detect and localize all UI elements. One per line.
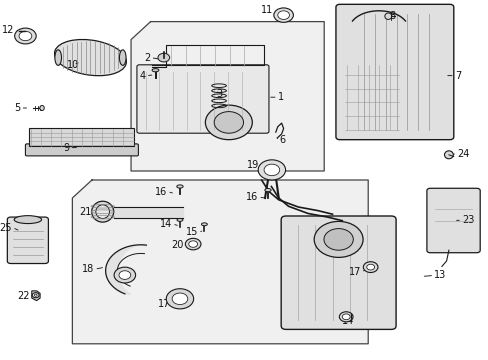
Ellipse shape: [176, 185, 183, 188]
Circle shape: [172, 293, 187, 305]
Text: 3: 3: [216, 89, 222, 99]
Text: 19: 19: [246, 160, 259, 170]
Polygon shape: [72, 180, 367, 344]
Ellipse shape: [264, 188, 270, 192]
Ellipse shape: [92, 201, 113, 222]
Text: 6: 6: [279, 135, 285, 145]
Text: 5: 5: [14, 103, 20, 113]
Circle shape: [277, 11, 289, 19]
Ellipse shape: [96, 205, 109, 219]
Text: 12: 12: [2, 24, 15, 35]
Text: 24: 24: [456, 149, 468, 159]
Text: 8: 8: [388, 11, 394, 21]
FancyBboxPatch shape: [426, 188, 479, 253]
FancyBboxPatch shape: [335, 4, 453, 140]
Ellipse shape: [54, 40, 126, 76]
Circle shape: [366, 264, 374, 270]
Circle shape: [205, 105, 252, 140]
Text: 15: 15: [185, 227, 198, 237]
Circle shape: [188, 241, 197, 247]
Circle shape: [339, 312, 352, 322]
Circle shape: [158, 53, 169, 62]
Polygon shape: [131, 22, 324, 171]
Text: 17: 17: [158, 299, 170, 309]
Ellipse shape: [152, 68, 159, 72]
Bar: [29, 128, 134, 147]
Circle shape: [34, 294, 37, 296]
Text: 23: 23: [461, 215, 473, 225]
Text: 9: 9: [63, 143, 69, 153]
Text: 20: 20: [171, 240, 183, 250]
Text: 10: 10: [67, 60, 80, 70]
FancyBboxPatch shape: [25, 144, 138, 156]
Circle shape: [114, 267, 135, 283]
Ellipse shape: [177, 219, 183, 221]
Circle shape: [119, 271, 130, 279]
Text: 13: 13: [433, 270, 446, 280]
Circle shape: [363, 262, 377, 273]
Circle shape: [166, 289, 193, 309]
Circle shape: [15, 28, 36, 44]
Text: 16: 16: [245, 192, 258, 202]
Circle shape: [273, 8, 293, 22]
Polygon shape: [32, 291, 40, 301]
Text: 11: 11: [260, 5, 272, 15]
Circle shape: [19, 31, 32, 41]
Text: 22: 22: [17, 291, 29, 301]
Text: 14: 14: [160, 219, 172, 229]
FancyBboxPatch shape: [137, 65, 268, 133]
Text: 4: 4: [139, 71, 145, 81]
Ellipse shape: [40, 105, 44, 111]
Ellipse shape: [55, 50, 61, 66]
FancyBboxPatch shape: [7, 217, 48, 264]
Text: 18: 18: [82, 264, 94, 274]
Ellipse shape: [14, 216, 41, 224]
Circle shape: [258, 160, 285, 180]
Circle shape: [185, 238, 201, 250]
Circle shape: [342, 314, 349, 320]
Text: 25: 25: [0, 222, 12, 233]
Ellipse shape: [119, 50, 126, 66]
Text: 16: 16: [155, 186, 167, 197]
Circle shape: [323, 229, 352, 250]
Ellipse shape: [201, 223, 207, 226]
Circle shape: [32, 293, 39, 298]
Circle shape: [264, 164, 279, 176]
Ellipse shape: [384, 13, 391, 19]
Text: 7: 7: [454, 71, 460, 81]
Text: 21: 21: [80, 207, 92, 217]
Text: 2: 2: [144, 53, 150, 63]
Circle shape: [214, 112, 243, 133]
Circle shape: [313, 221, 362, 257]
FancyBboxPatch shape: [281, 216, 395, 329]
Text: 1: 1: [277, 92, 284, 102]
Ellipse shape: [444, 151, 452, 159]
Text: 17: 17: [348, 267, 360, 277]
Text: 14: 14: [342, 316, 354, 326]
